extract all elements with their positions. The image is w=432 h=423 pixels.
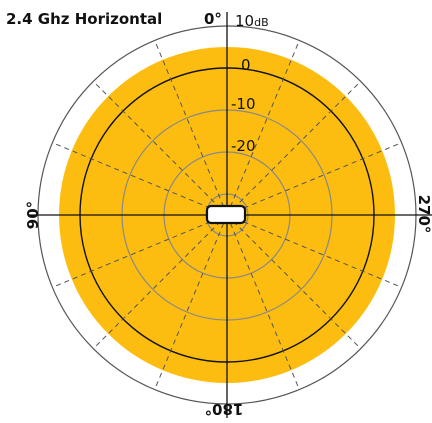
ring-label-minus-20: -20 [231,137,256,155]
angle-label-0: 0° [204,10,222,28]
ring-label-max-value: 10 [235,12,254,30]
ring-label-unit: dB [254,16,269,29]
chart-title: 2.4 Ghz Horizontal [6,10,162,28]
angle-label-270: 270° [415,195,432,234]
spoke-247.5 [52,214,228,288]
spoke-22.5 [226,40,300,216]
spoke-225 [93,214,228,349]
angle-label-180: 180° [205,400,244,418]
spoke-135 [226,214,361,349]
spoke-157.5 [226,214,300,390]
ring-label-0: 0 [241,56,251,74]
spoke-67.5 [226,142,402,216]
device-marker [205,204,247,225]
plot-layer [28,12,432,418]
spoke-45 [226,81,361,216]
spoke-112.5 [226,214,402,288]
spoke-337.5 [154,40,228,216]
angle-label-90: 90° [24,201,42,229]
spoke-202.5 [154,214,228,390]
spoke-292.5 [52,142,228,216]
spoke-315 [93,81,228,216]
ring-label-minus-10: -10 [231,95,256,113]
ring-label-max: 10dB [235,12,269,30]
